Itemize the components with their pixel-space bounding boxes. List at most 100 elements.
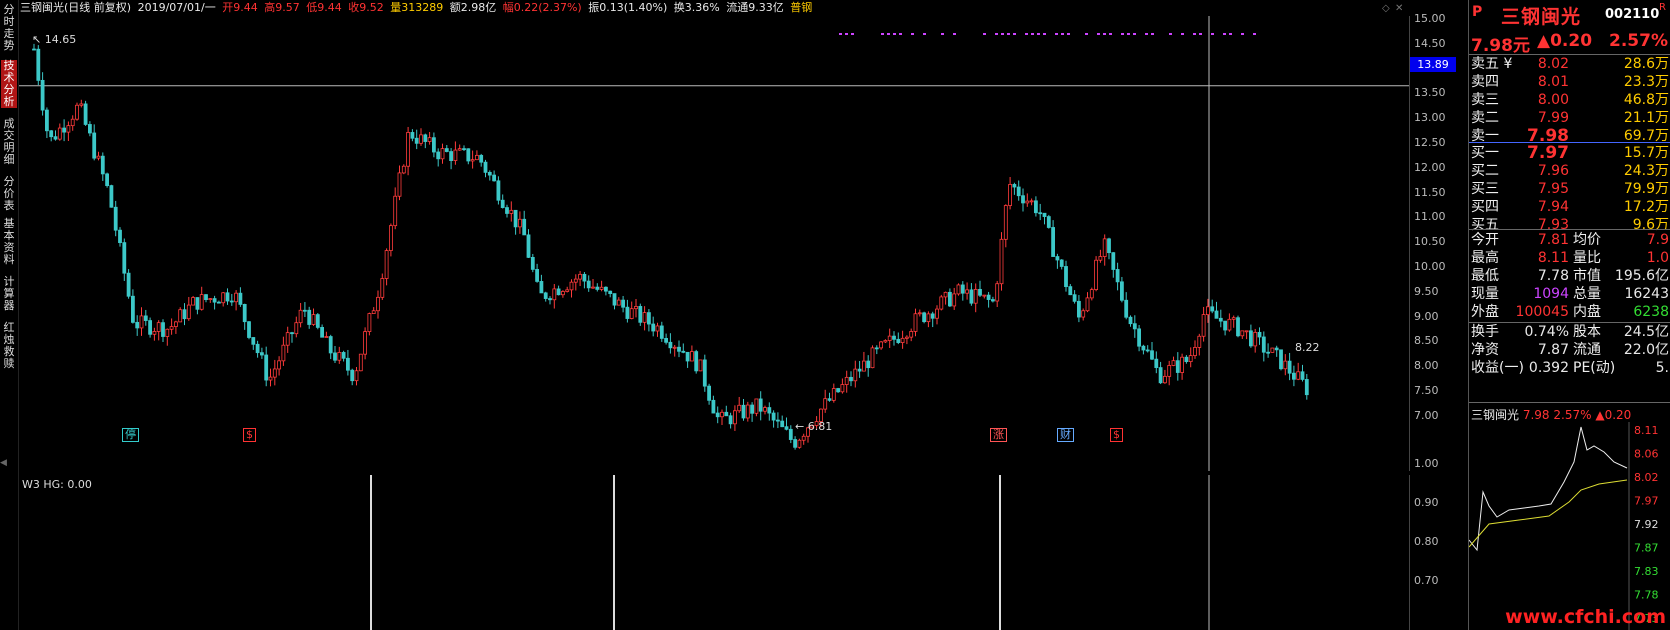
bid-row[interactable]: 买二 7.96 24.3万 [1469,161,1670,181]
candle-body [1279,349,1283,370]
candle-body [677,346,681,352]
candle-body [393,195,398,227]
stat-value: 6238 [1633,304,1669,320]
tab-6[interactable]: 红烛救赎 [3,321,15,370]
candle-body [733,410,737,425]
candle-body [62,127,66,133]
candle-body [776,419,780,422]
candle-body [1102,238,1107,257]
signal-dot [1103,33,1106,35]
close-icon[interactable]: ✕ [1395,3,1404,14]
candle-body [363,331,368,355]
candle-body [1261,336,1266,353]
stat-row[interactable]: 最低 7.78 市值 195.6亿 [1469,266,1670,286]
candle-body [1055,256,1060,261]
bid-row[interactable]: 买三 7.95 79.9万 [1469,179,1670,199]
ask-row[interactable]: 卖二 7.99 21.1万 [1469,108,1670,128]
tab-1[interactable]: 技术分析 [1,60,17,108]
candle-body [595,286,600,290]
indicator-chart[interactable] [19,475,1409,630]
stat-row[interactable]: 最高 8.11 量比 1.0 [1469,248,1670,268]
signal-dot [887,33,890,35]
ask-row[interactable]: 卖三 8.00 46.8万 [1469,90,1670,110]
stat-row[interactable]: 外盘 100045 内盘 6238 [1469,302,1670,322]
event-marker[interactable]: $ [243,428,256,442]
candle-body [204,294,208,300]
candle-body [561,291,565,296]
ask-row[interactable]: 卖四 8.01 23.3万 [1469,72,1670,92]
stats2-row[interactable]: 净资 7.87 流通 22.0亿 [1469,340,1670,360]
candle-body [1098,256,1103,261]
event-marker[interactable]: 停 [122,428,139,442]
signal-dot [1151,33,1154,35]
price-axis-tick: 11.00 [1414,210,1446,224]
event-marker[interactable]: 财 [1057,428,1074,442]
candle-body [711,399,716,414]
mini-pct: 2.57% [1553,408,1592,422]
candle-body [939,296,944,310]
chart-title: 三钢闽光(日线 前复权) [20,1,132,14]
mini-chart-header: 三钢闽光 7.98 2.57% ▲0.20 [1471,406,1631,423]
event-marker[interactable]: $ [1110,428,1123,442]
candle-body [431,137,436,153]
candle-body [311,314,316,325]
candle-body [879,341,883,349]
candle-body [1064,266,1068,288]
bid-row[interactable]: 买四 7.94 17.2万 [1469,197,1670,217]
stats2-row[interactable]: 换手 0.74% 股本 24.5亿 [1469,322,1670,342]
candle-body [857,368,862,372]
stat-key: 净资 [1471,342,1499,358]
candle-body [978,288,982,296]
tab-5[interactable]: 计算器 [3,275,15,312]
candle-body [1034,200,1038,214]
stat-key: 内盘 [1573,304,1601,320]
signal-dot [1127,33,1130,35]
current-price: 7.98元 [1471,36,1530,56]
candle-body [862,360,866,372]
stats2-row[interactable]: 收益(一) 0.392 PE(动) 5. [1469,358,1670,378]
candle-body [100,155,105,175]
tab-2[interactable]: 成交明细 [3,117,15,166]
left-tab-bar: 分时走势技术分析成交明细分价表基本资料计算器红烛救赎 [0,0,19,630]
candle-body [1292,372,1296,380]
signal-dot [851,33,854,35]
tab-0[interactable]: 分时走势 [3,3,15,52]
tab-4[interactable]: 基本资料 [3,217,15,266]
indicator-axis: 1.00 0.90 0.80 0.70 [1409,457,1468,630]
mini-axis-tick: 8.06 [1634,448,1659,461]
candle-body [1059,259,1064,267]
candle-body [612,293,617,306]
tab-3[interactable]: 分价表 [3,175,15,212]
candle-body [126,272,131,297]
candle-body [40,79,45,111]
candle-body [341,352,346,359]
stat-value: 100045 [1515,304,1569,320]
candle-body [229,300,234,303]
candle-body [784,426,789,430]
candle-body [277,360,282,370]
ask-row[interactable]: 卖五 ¥ 8.02 28.6万 [1469,54,1670,74]
bar-high: 高9.57 [264,1,300,14]
stat-row[interactable]: 今开 7.81 均价 7.9 [1469,230,1670,250]
bid-row[interactable]: 买一 7.97 15.7万 [1469,143,1670,163]
intraday-mini-chart[interactable]: 8.11 8.06 8.02 7.97 7.92 7.87 7.83 7.78 7.73 [1469,422,1670,630]
candle-body [999,238,1004,285]
collapse-handle-icon[interactable]: ◀ [0,458,7,468]
candlestick-chart[interactable] [19,16,1409,471]
event-marker[interactable]: 涨 [990,428,1007,442]
stat-row[interactable]: 现量 1094 总量 16243 [1469,284,1670,304]
stat-key: 股本 [1573,324,1601,340]
stat-key: 收益(一) [1471,360,1524,376]
level-price: 7.97 [1527,143,1569,163]
candle-body [1003,205,1008,240]
signal-dot [1211,33,1214,35]
candle-body [96,155,101,159]
mini-axis-tick: 7.87 [1634,542,1659,555]
candle-body [874,347,879,350]
candle-body [199,294,204,310]
ask-row[interactable]: 卖一 7.98 69.7万 [1469,126,1670,146]
diamond-icon[interactable]: ◇ [1382,3,1390,14]
candle-body [565,289,570,292]
bar-close: 收9.52 [348,1,384,14]
candle-body [440,148,445,160]
